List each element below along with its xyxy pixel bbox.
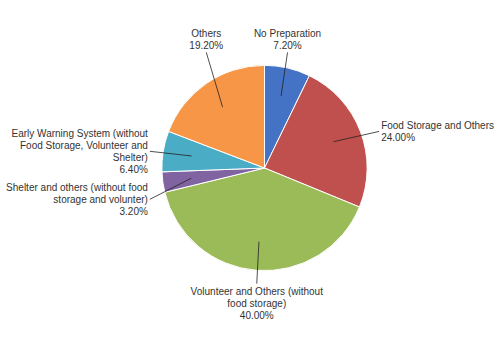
category-label: Food Storage and Others — [381, 120, 494, 131]
category-label-line: Food Storage and Others — [381, 120, 494, 131]
category-label-line: Shelter and others (without food — [6, 182, 148, 193]
category-label: Volunteer and Others (withoutfood storag… — [191, 286, 324, 309]
slice-label: Shelter and others (without foodstorage … — [6, 182, 148, 217]
slice-label: Food Storage and Others24.00% — [381, 120, 494, 143]
leader-line — [281, 52, 287, 96]
category-label: Others — [191, 28, 221, 39]
category-label-line: Others — [191, 28, 221, 39]
leader-lines — [150, 52, 379, 283]
leader-line — [150, 178, 191, 199]
category-label-line: food storage) — [227, 298, 286, 309]
value-label: 6.40% — [120, 164, 148, 175]
category-label: No Preparation — [254, 28, 321, 39]
wedges — [162, 65, 367, 270]
leader-line — [334, 131, 380, 141]
category-label-line: No Preparation — [254, 28, 321, 39]
category-label-line: Volunteer and Others (without — [191, 286, 324, 297]
value-label: 19.20% — [189, 40, 223, 51]
leader-line — [206, 52, 222, 107]
value-label: 24.00% — [381, 132, 415, 143]
wedge — [169, 65, 265, 168]
slice-label: Early Warning System (withoutFood Storag… — [12, 128, 149, 175]
chart: No Preparation7.20% Food Storage and Othe… — [0, 0, 500, 348]
value-label: 40.00% — [240, 310, 274, 321]
category-label-line: storage and volunter) — [53, 194, 148, 205]
value-label: 3.20% — [120, 206, 148, 217]
category-label-line: Early Warning System (without — [12, 128, 149, 139]
category-label: Early Warning System (withoutFood Storag… — [12, 128, 149, 163]
leader-line — [257, 242, 259, 284]
slice-label: No Preparation7.20% — [254, 28, 321, 51]
leader-line — [150, 151, 192, 156]
slice-label: Volunteer and Others (withoutfood storag… — [191, 286, 324, 321]
value-label: 7.20% — [273, 40, 301, 51]
category-label: Shelter and others (without foodstorage … — [6, 182, 148, 205]
labels: No Preparation7.20% Food Storage and Othe… — [6, 28, 494, 320]
category-label-line: Shelter) — [113, 152, 148, 163]
slice-label: Others19.20% — [189, 28, 223, 51]
category-label-line: Food Storage, Volunteer and — [20, 140, 148, 151]
